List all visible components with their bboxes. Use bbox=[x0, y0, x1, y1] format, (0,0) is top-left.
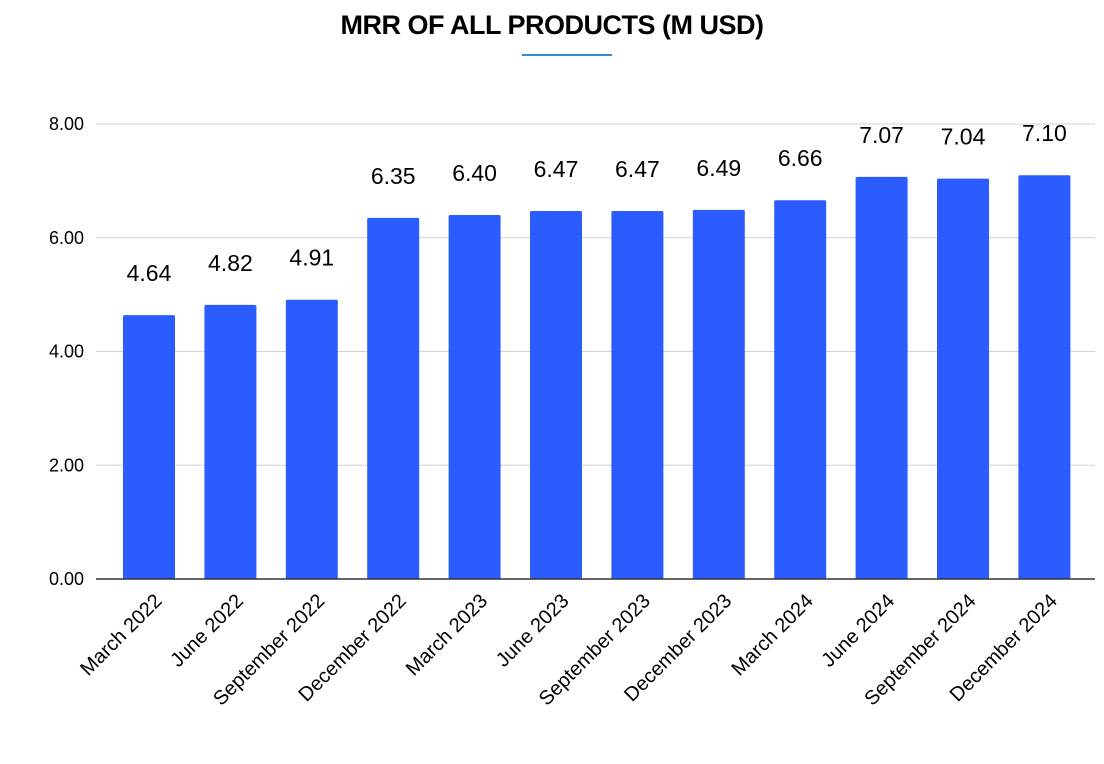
bar bbox=[937, 178, 989, 579]
data-label: 6.47 bbox=[615, 156, 660, 182]
bar bbox=[530, 211, 582, 580]
bar bbox=[367, 217, 420, 579]
y-tick-label: 6.00 bbox=[49, 228, 84, 248]
bar bbox=[204, 304, 257, 579]
x-tick-label: June 2023 bbox=[492, 590, 574, 672]
data-label: 6.47 bbox=[534, 156, 579, 182]
x-tick-label: March 2022 bbox=[76, 590, 166, 680]
bar bbox=[123, 315, 175, 579]
gridlines bbox=[96, 123, 1095, 466]
bar bbox=[774, 200, 827, 579]
x-tick-label: March 2023 bbox=[402, 590, 492, 680]
bar bbox=[692, 209, 745, 579]
data-label: 7.10 bbox=[1022, 120, 1067, 146]
y-tick-label: 4.00 bbox=[49, 342, 84, 362]
x-tick-label: June 2024 bbox=[818, 590, 900, 672]
y-tick-label: 8.00 bbox=[49, 114, 84, 134]
data-label: 4.64 bbox=[127, 260, 172, 286]
bar bbox=[855, 176, 908, 580]
data-label: 4.82 bbox=[208, 250, 253, 276]
y-tick-label: 2.00 bbox=[49, 455, 84, 475]
bar bbox=[1018, 175, 1071, 579]
bars bbox=[123, 175, 1071, 580]
data-label: 6.49 bbox=[696, 155, 741, 181]
x-tick-label: June 2022 bbox=[166, 590, 248, 672]
bar bbox=[448, 215, 501, 579]
data-label: 7.07 bbox=[859, 122, 904, 148]
y-axis-ticks: 0.00 2.00 4.00 6.00 8.00 bbox=[49, 114, 84, 589]
x-tick-label: March 2024 bbox=[727, 590, 817, 680]
chart-title: MRR OF ALL PRODUCTS (M USD) bbox=[340, 10, 764, 40]
data-label: 6.40 bbox=[452, 160, 497, 186]
data-label: 6.66 bbox=[778, 145, 823, 171]
data-labels: 4.64 4.82 4.91 6.35 6.40 6.47 6.47 6.49 6.66 7.07… bbox=[127, 120, 1067, 286]
data-label: 6.35 bbox=[371, 163, 416, 189]
title-underline bbox=[522, 54, 612, 56]
bar bbox=[611, 211, 664, 580]
data-label: 7.04 bbox=[941, 124, 986, 150]
data-label: 4.91 bbox=[289, 245, 334, 271]
bar bbox=[285, 299, 338, 579]
y-tick-label: 0.00 bbox=[49, 569, 84, 589]
